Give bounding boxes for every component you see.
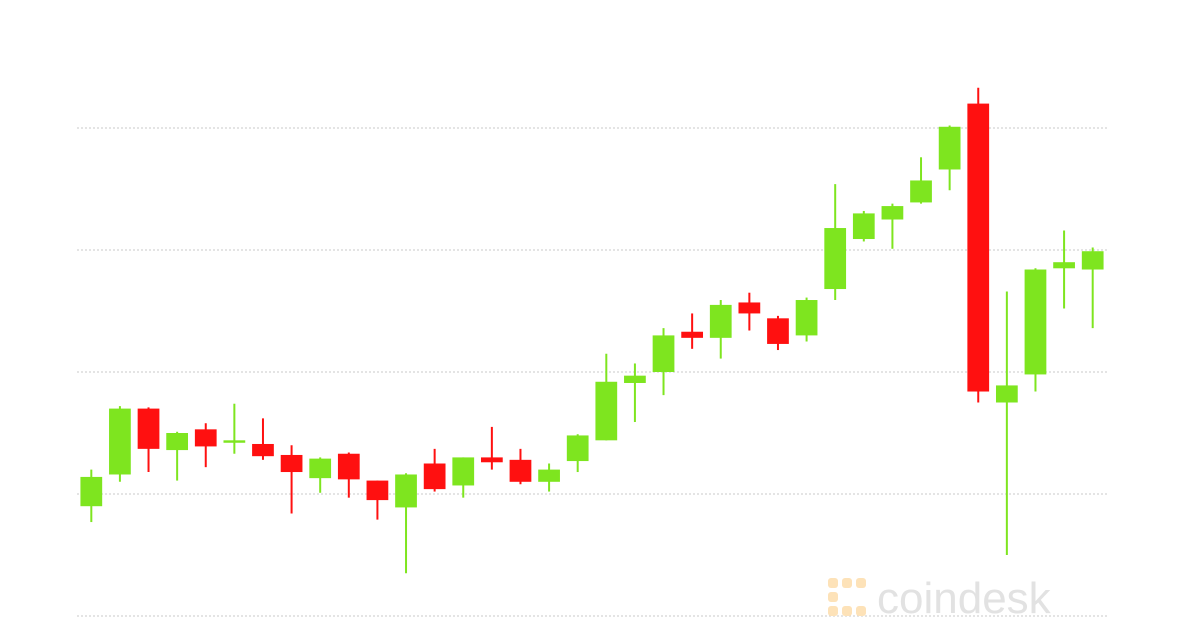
candle-body	[395, 474, 417, 508]
candle-body	[252, 443, 274, 457]
candle-body	[881, 206, 904, 220]
candle-body	[366, 480, 389, 501]
candle-body	[194, 429, 217, 447]
candle-body	[1081, 251, 1104, 270]
logo-icon	[828, 578, 866, 616]
candle-body	[910, 180, 932, 203]
candle-body	[995, 385, 1018, 403]
candle-body	[309, 458, 332, 479]
candle-body	[1053, 262, 1075, 269]
candle-body	[738, 302, 761, 314]
candle-body	[509, 459, 532, 482]
grid	[77, 127, 1107, 617]
candle-body	[452, 457, 475, 486]
candle-body	[480, 457, 503, 463]
candle-body	[938, 126, 961, 170]
candle-body	[595, 381, 618, 441]
candle-body	[337, 453, 360, 480]
candle-body	[1024, 269, 1047, 375]
candle-body	[80, 476, 103, 507]
candle-body	[852, 213, 875, 240]
candle-body	[624, 375, 646, 383]
candle-body	[280, 454, 303, 473]
candle-body	[166, 433, 189, 451]
candle-body	[137, 408, 160, 449]
watermark: coindesk	[877, 574, 1052, 623]
candle-body	[652, 335, 675, 372]
candle-body	[767, 318, 789, 344]
candle-body	[566, 435, 589, 462]
candle-body	[709, 304, 732, 338]
candle-body	[824, 228, 847, 290]
candle-body	[795, 300, 818, 336]
candle-body	[538, 469, 560, 482]
candle-body	[109, 408, 131, 475]
candle-body	[423, 463, 446, 490]
candle-body	[681, 331, 704, 338]
candle-body	[223, 440, 246, 443]
candle-body	[967, 103, 990, 392]
